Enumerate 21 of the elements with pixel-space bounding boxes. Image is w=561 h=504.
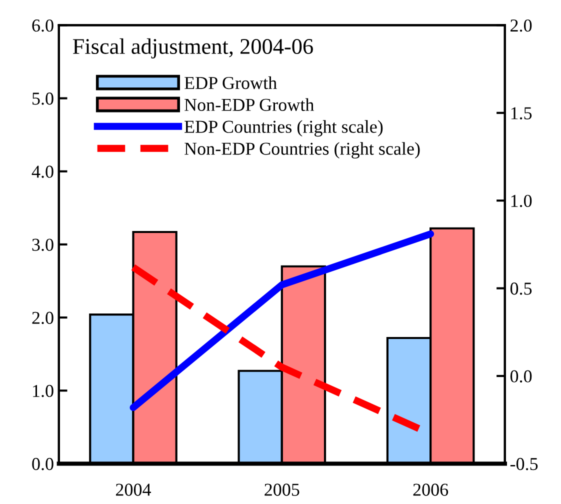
x-tick-label: 2004: [116, 484, 152, 496]
y-tick-label: 0.0: [32, 458, 54, 470]
y-tick-label: 1.0: [33, 384, 54, 398]
y-tick-label: 3.0: [32, 238, 54, 251]
text: Fiscal adjustment, 2004-06: [72, 38, 313, 59]
y-tick-label: 4.0: [32, 166, 54, 178]
y2-tick-label: 0.5: [510, 282, 532, 295]
y2-tick-label: 0.0: [510, 370, 532, 383]
legend-label: EDP Countries (right scale): [184, 120, 383, 137]
y-tick-label: 2.0: [32, 312, 54, 324]
x-tick-label: 2006: [413, 484, 448, 496]
y-tick-label: 5.0: [32, 92, 54, 105]
y2-tick-label: 1.5: [511, 107, 532, 120]
x-tick-label: 2005: [264, 484, 300, 496]
legend-label: Non-EDP Countries (right scale): [184, 142, 420, 159]
y-tick-label: 6.0: [32, 19, 54, 32]
legend-label: Non-EDP Growth: [184, 98, 314, 111]
y2-tick-label: 2.0: [510, 19, 532, 32]
y2-tick-label: -0.5: [510, 458, 538, 470]
y2-tick-label: 1.0: [511, 194, 532, 208]
legend-label: EDP Growth: [184, 76, 277, 90]
